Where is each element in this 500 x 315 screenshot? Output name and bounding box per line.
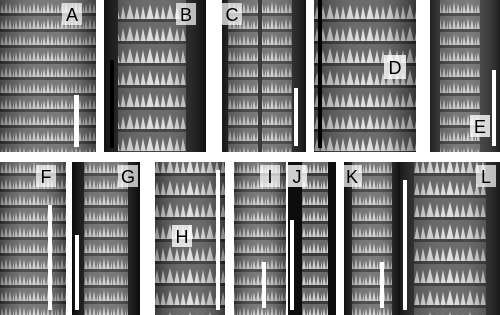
panel-label: E: [474, 117, 486, 137]
panel-k: K: [342, 162, 400, 315]
panel-j: J: [287, 162, 336, 315]
panel-label: H: [176, 227, 189, 247]
panel-label: F: [41, 167, 52, 187]
panel-label: A: [66, 5, 78, 25]
panel-f: F: [0, 162, 66, 315]
panel-b: B: [104, 0, 206, 152]
panel-label: D: [389, 58, 402, 78]
panel-h: H: [155, 162, 225, 315]
panel-d: D: [314, 0, 416, 152]
panel-a: A: [0, 0, 96, 152]
panel-label: B: [180, 5, 192, 25]
panel-c: C: [222, 0, 306, 152]
panel-g: G: [72, 162, 140, 315]
panel-label: L: [481, 167, 491, 187]
panel-label: K: [346, 167, 358, 187]
panel-label: I: [267, 167, 272, 187]
panel-e: E: [430, 0, 500, 152]
panel-label: C: [226, 5, 239, 25]
panel-label: G: [121, 167, 135, 187]
panel-i: I: [234, 162, 286, 315]
panel-label: J: [293, 167, 302, 187]
panel-l: L: [400, 162, 500, 315]
